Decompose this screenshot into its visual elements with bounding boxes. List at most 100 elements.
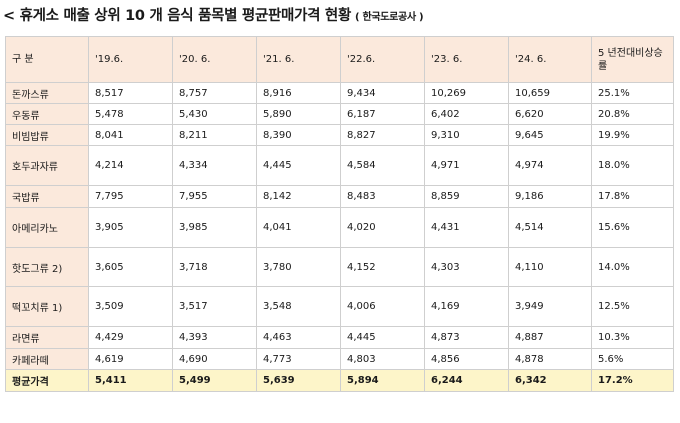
row-label: 국밥류 xyxy=(5,185,89,208)
value-2019: 5,411 xyxy=(88,369,173,392)
row-label: 비빔밥류 xyxy=(5,124,89,146)
header-growth-rate: 5 년전대비상승률 xyxy=(591,36,674,83)
value-2019: 8,041 xyxy=(88,124,173,146)
page-title: < 휴게소 매출 상위 10 개 음식 품목별 평균판매가격 현황 ( 한국도로… xyxy=(3,4,424,26)
value-2022: 4,152 xyxy=(340,247,425,287)
table-row: 국밥류 7,795 7,955 8,142 8,483 8,859 9,186 17.8% xyxy=(5,185,674,208)
value-2019: 7,795 xyxy=(88,185,173,208)
row-label: 우동류 xyxy=(5,103,89,125)
value-2024: 4,110 xyxy=(508,247,592,287)
value-2024: 4,887 xyxy=(508,326,592,349)
value-2021: 5,890 xyxy=(256,103,341,125)
value-2020: 8,211 xyxy=(172,124,257,146)
value-2024: 10,659 xyxy=(508,82,592,104)
value-growth-rate: 14.0% xyxy=(591,247,674,287)
value-2023: 4,856 xyxy=(424,348,509,370)
value-2024: 4,514 xyxy=(508,207,592,248)
value-2022: 6,187 xyxy=(340,103,425,125)
value-2021: 4,773 xyxy=(256,348,341,370)
header-2020: '20. 6. xyxy=(172,36,257,83)
value-2024: 9,186 xyxy=(508,185,592,208)
row-label: 아메리카노 xyxy=(5,207,89,248)
value-2023: 4,431 xyxy=(424,207,509,248)
value-2019: 4,429 xyxy=(88,326,173,349)
average-row: 평균가격 5,411 5,499 5,639 5,894 6,244 6,342 17.2% xyxy=(5,369,674,392)
value-2022: 8,827 xyxy=(340,124,425,146)
value-2021: 3,548 xyxy=(256,286,341,327)
row-label: 떡꼬치류 1) xyxy=(5,286,89,327)
value-2021: 4,041 xyxy=(256,207,341,248)
table-row: 떡꼬치류 1) 3,509 3,517 3,548 4,006 4,169 3,949 12.… xyxy=(5,286,674,327)
value-2022: 4,006 xyxy=(340,286,425,327)
table-row: 우동류 5,478 5,430 5,890 6,187 6,402 6,620 20.8% xyxy=(5,103,674,125)
value-2022: 5,894 xyxy=(340,369,425,392)
value-2023: 4,303 xyxy=(424,247,509,287)
value-growth-rate: 12.5% xyxy=(591,286,674,327)
value-2024: 4,974 xyxy=(508,145,592,186)
row-label: 돈까스류 xyxy=(5,82,89,104)
value-2019: 3,905 xyxy=(88,207,173,248)
row-label: 라면류 xyxy=(5,326,89,349)
value-growth-rate: 15.6% xyxy=(591,207,674,248)
value-2020: 4,690 xyxy=(172,348,257,370)
table-row: 돈까스류 8,517 8,757 8,916 9,434 10,269 10,659 25.1… xyxy=(5,82,674,104)
header-2019: '19.6. xyxy=(88,36,173,83)
value-2019: 5,478 xyxy=(88,103,173,125)
value-2020: 3,985 xyxy=(172,207,257,248)
price-table: 구 분 '19.6. '20. 6. '21. 6. '22.6. '23. 6… xyxy=(5,36,674,392)
value-2023: 10,269 xyxy=(424,82,509,104)
value-2021: 8,916 xyxy=(256,82,341,104)
value-2020: 4,334 xyxy=(172,145,257,186)
value-2021: 8,390 xyxy=(256,124,341,146)
row-label: 카페라떼 xyxy=(5,348,89,370)
value-2019: 8,517 xyxy=(88,82,173,104)
row-label: 핫도그류 2) xyxy=(5,247,89,287)
value-2023: 6,244 xyxy=(424,369,509,392)
value-2019: 4,214 xyxy=(88,145,173,186)
value-2022: 4,445 xyxy=(340,326,425,349)
value-2023: 6,402 xyxy=(424,103,509,125)
value-growth-rate: 17.2% xyxy=(591,369,674,392)
value-2021: 4,445 xyxy=(256,145,341,186)
value-2020: 8,757 xyxy=(172,82,257,104)
value-2021: 5,639 xyxy=(256,369,341,392)
value-2022: 4,803 xyxy=(340,348,425,370)
value-2019: 4,619 xyxy=(88,348,173,370)
value-2020: 5,499 xyxy=(172,369,257,392)
table-row: 라면류 4,429 4,393 4,463 4,445 4,873 4,887 10.3% xyxy=(5,326,674,349)
value-2023: 9,310 xyxy=(424,124,509,146)
value-2020: 4,393 xyxy=(172,326,257,349)
value-growth-rate: 5.6% xyxy=(591,348,674,370)
value-2024: 3,949 xyxy=(508,286,592,327)
header-row: 구 분 '19.6. '20. 6. '21. 6. '22.6. '23. 6… xyxy=(5,36,674,83)
table-row: 호두과자류 4,214 4,334 4,445 4,584 4,971 4,974 18.0% xyxy=(5,145,674,186)
table-row: 아메리카노 3,905 3,985 4,041 4,020 4,431 4,514 15.6% xyxy=(5,207,674,248)
row-label: 평균가격 xyxy=(5,369,89,392)
header-2024: '24. 6. xyxy=(508,36,592,83)
row-label: 호두과자류 xyxy=(5,145,89,186)
header-2021: '21. 6. xyxy=(256,36,341,83)
value-2021: 4,463 xyxy=(256,326,341,349)
value-2024: 6,620 xyxy=(508,103,592,125)
value-2020: 7,955 xyxy=(172,185,257,208)
value-2021: 8,142 xyxy=(256,185,341,208)
value-2023: 4,169 xyxy=(424,286,509,327)
value-growth-rate: 20.8% xyxy=(591,103,674,125)
value-growth-rate: 18.0% xyxy=(591,145,674,186)
value-2024: 6,342 xyxy=(508,369,592,392)
value-2024: 9,645 xyxy=(508,124,592,146)
header-category: 구 분 xyxy=(5,36,89,83)
value-2021: 3,780 xyxy=(256,247,341,287)
value-2020: 5,430 xyxy=(172,103,257,125)
value-2024: 4,878 xyxy=(508,348,592,370)
value-2020: 3,517 xyxy=(172,286,257,327)
value-growth-rate: 10.3% xyxy=(591,326,674,349)
value-growth-rate: 25.1% xyxy=(591,82,674,104)
source-label: ( 한국도로공사 ) xyxy=(355,12,424,23)
value-2019: 3,509 xyxy=(88,286,173,327)
value-2023: 4,971 xyxy=(424,145,509,186)
value-growth-rate: 19.9% xyxy=(591,124,674,146)
value-growth-rate: 17.8% xyxy=(591,185,674,208)
table-row: 핫도그류 2) 3,605 3,718 3,780 4,152 4,303 4,110 14.… xyxy=(5,247,674,287)
header-2023: '23. 6. xyxy=(424,36,509,83)
